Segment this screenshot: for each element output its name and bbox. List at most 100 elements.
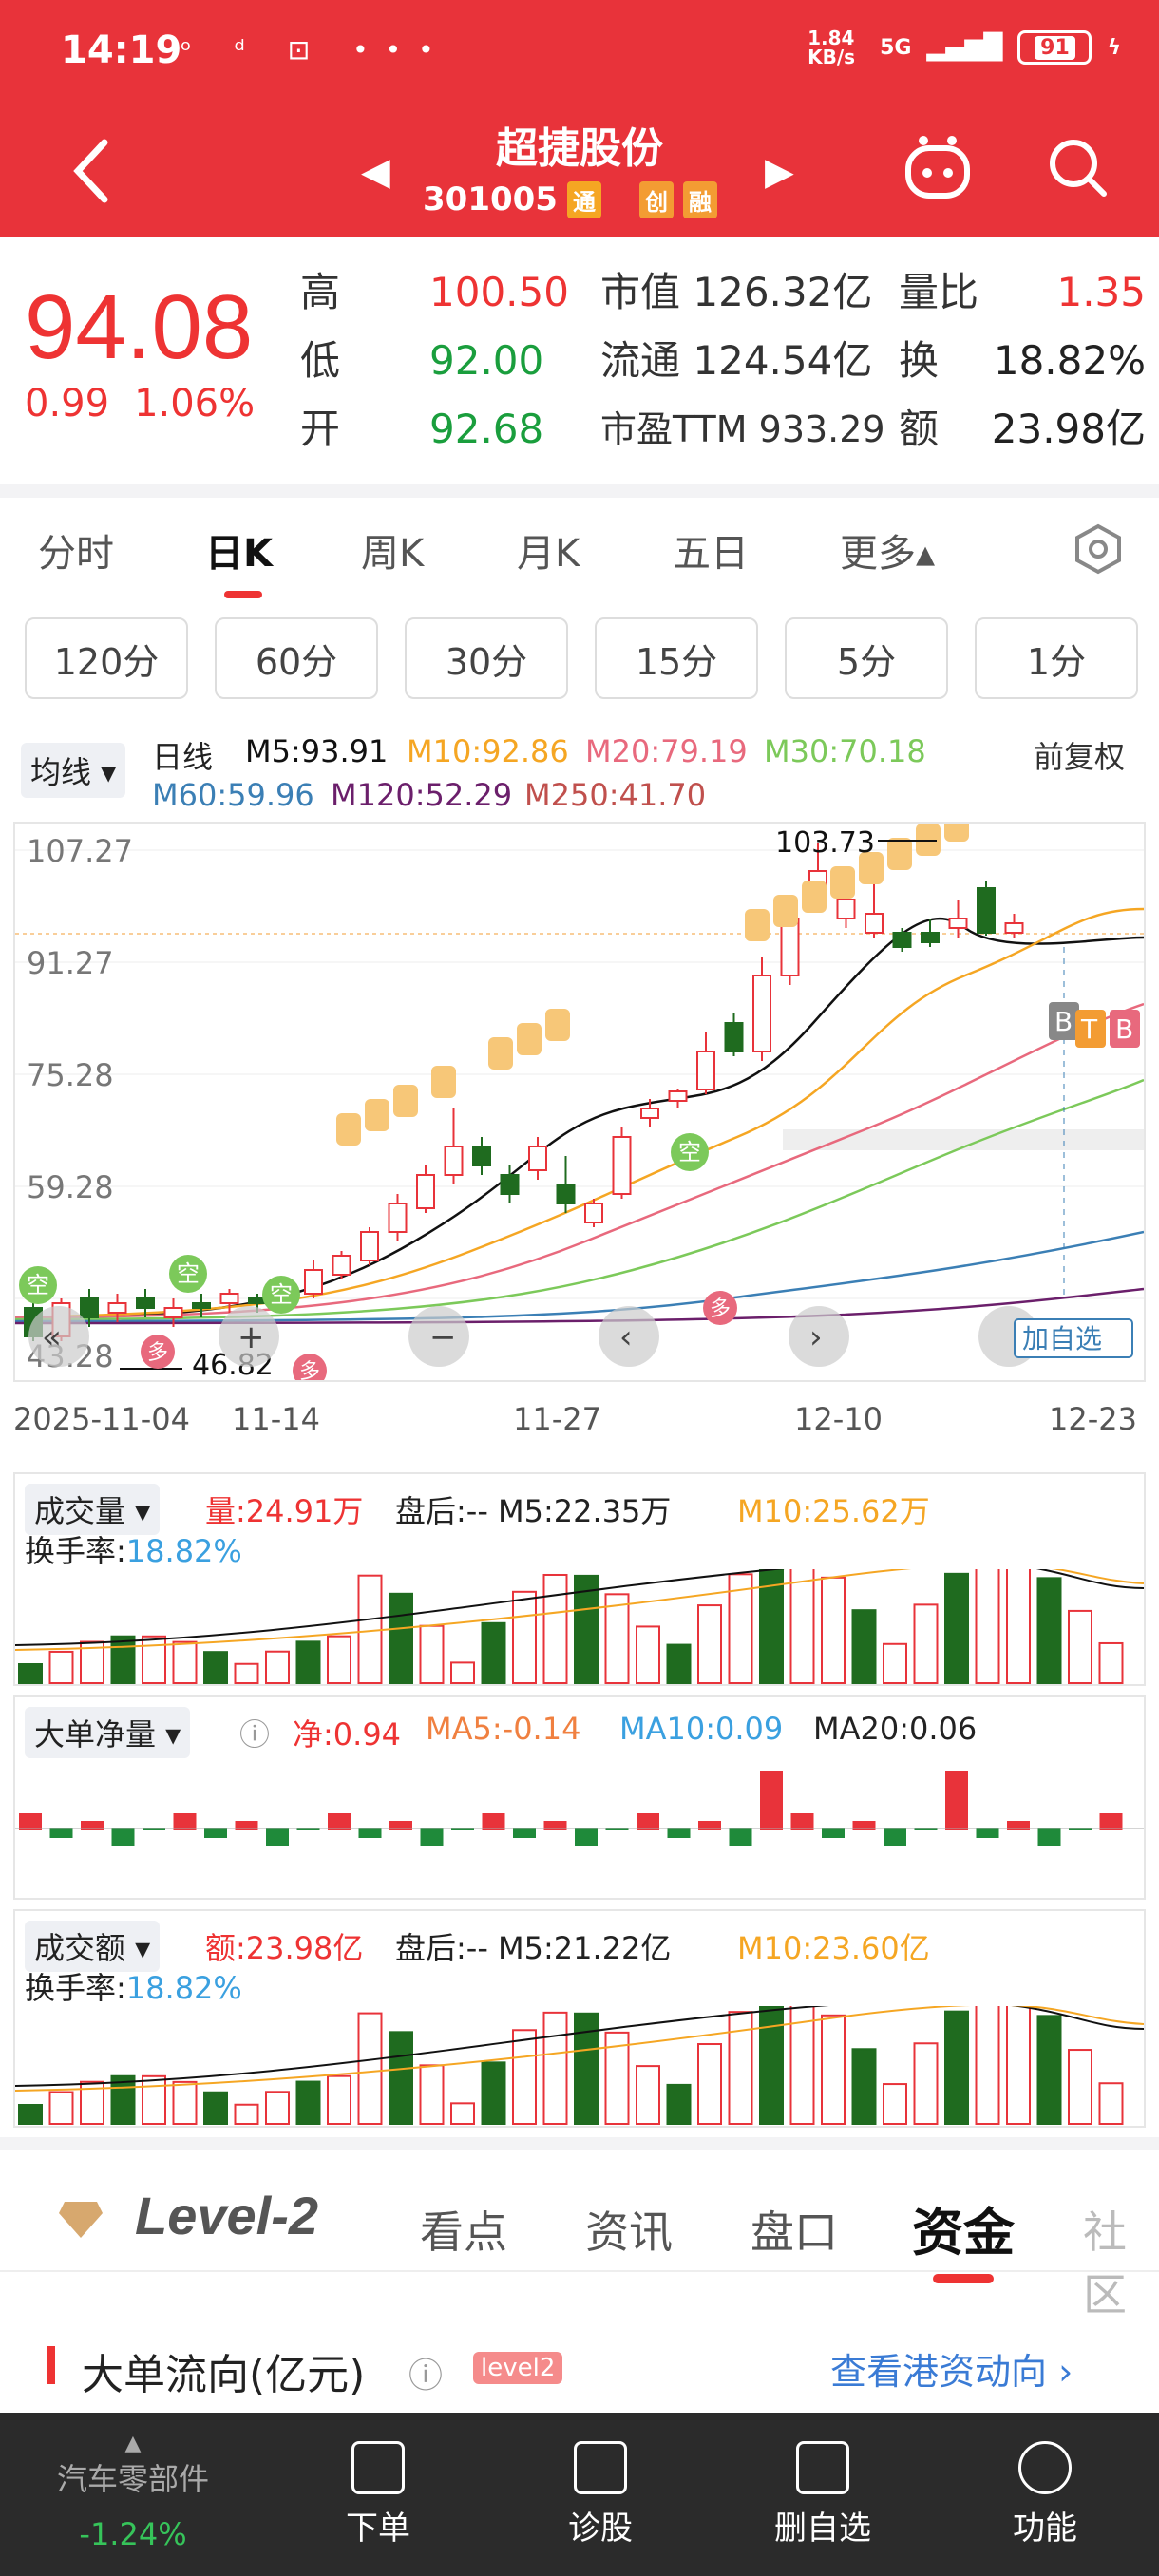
period-60m[interactable]: 60分 <box>215 617 378 699</box>
current-price: 94.08 <box>25 276 254 378</box>
signal-b2-text: B <box>1115 1013 1133 1045</box>
label-open: 开 <box>300 406 341 452</box>
tab-more[interactable]: 更多▴ <box>840 532 936 576</box>
volume-bar <box>697 1604 722 1684</box>
zoom-out-control[interactable] <box>28 1306 89 1367</box>
tab-news[interactable]: 资讯 <box>585 2207 673 2258</box>
volume-bar <box>821 1576 846 1684</box>
level2-badge: level2 <box>473 2352 563 2384</box>
add-watch-button[interactable] <box>1014 1318 1133 1358</box>
period-5m[interactable]: 5分 <box>785 617 948 699</box>
volume-bar <box>1006 2006 1031 2125</box>
tab-level2[interactable]: Level-2 <box>135 2186 318 2245</box>
volume-dropdown[interactable]: 成交量 ▾ <box>25 1484 161 1535</box>
volume-bar <box>636 1625 660 1684</box>
net-bar <box>543 1821 567 1830</box>
help-icon[interactable]: ⓘ <box>239 1716 271 1752</box>
signal-t <box>1075 1010 1106 1048</box>
info-icon[interactable]: ⓘ <box>408 2357 444 2396</box>
count-badge <box>488 1037 513 1070</box>
label-pe: 市盈TTM <box>600 408 748 450</box>
net-bar <box>667 1828 691 1838</box>
function-button[interactable]: 功能 <box>978 2441 1112 2548</box>
period-15m[interactable]: 15分 <box>595 617 758 699</box>
turnover-label: 换手率:18.82% <box>25 1533 242 1569</box>
scroll-left-control[interactable] <box>598 1306 659 1367</box>
volume-bar <box>295 1640 321 1685</box>
amount-dropdown[interactable]: 成交额 ▾ <box>25 1921 161 1972</box>
signal-t-text: T <box>1080 1013 1098 1045</box>
ma-dropdown[interactable]: 均线 ▾ <box>21 743 126 798</box>
section-marker <box>48 2346 55 2384</box>
label-high: 高 <box>300 269 341 315</box>
volume-panel: 成交量 ▾ 量:24.91万 盘后:-- M5:22.35万 M10:25.62… <box>13 1472 1146 1686</box>
diagnose-button[interactable]: 诊股 <box>534 2441 667 2548</box>
next-stock-icon[interactable]: ▶ <box>765 150 794 194</box>
volume-bar <box>975 1569 1000 1685</box>
volume-bar <box>1068 1609 1092 1685</box>
tab-monthly-k[interactable]: 月K <box>517 532 580 576</box>
big-order-dropdown[interactable]: 大单净量 ▾ <box>25 1707 191 1758</box>
zoom-in-control[interactable] <box>218 1306 279 1367</box>
duo-text-2: 多 <box>299 1360 320 1380</box>
hk-flow-link[interactable]: 查看港资动向 › <box>830 2351 1074 2393</box>
value-float: 124.54亿 <box>693 337 873 384</box>
tab-orderbook[interactable]: 盘口 <box>750 2207 838 2258</box>
ma-line <box>14 1078 1145 1321</box>
signal-b-red <box>1110 1010 1140 1048</box>
tab-highlights[interactable]: 看点 <box>420 2207 507 2258</box>
kline-chart[interactable]: 107.27 91.27 75.28 59.28 43.28 103.73 46… <box>13 809 1146 1388</box>
tab-funds[interactable]: 资金 <box>912 2203 1015 2263</box>
volume-bar <box>666 1643 692 1684</box>
adjust-mode[interactable]: 前复权 <box>1034 739 1126 775</box>
count-badge <box>887 838 912 870</box>
volume-bar <box>883 2083 907 2125</box>
candle-body <box>892 932 912 948</box>
net-bar <box>1007 1821 1030 1830</box>
tab-five-day[interactable]: 五日 <box>673 532 749 576</box>
x-tick-1: 11-14 <box>232 1401 320 1437</box>
order-button[interactable]: 下单 <box>312 2441 445 2548</box>
plus-icon: + <box>238 1318 265 1356</box>
volume-bar <box>789 2006 815 2125</box>
period-1m[interactable]: 1分 <box>975 617 1138 699</box>
minus-control[interactable] <box>408 1306 469 1367</box>
volume-bar <box>48 2091 74 2125</box>
count-badge <box>830 866 855 899</box>
candle-body <box>977 887 996 934</box>
period-30m[interactable]: 30分 <box>405 617 568 699</box>
scroll-right-control[interactable] <box>788 1306 849 1367</box>
diagnose-icon <box>574 2441 627 2494</box>
candle-body <box>192 1302 211 1309</box>
volume-bars <box>15 1569 1144 1685</box>
volume-bar <box>975 2006 1000 2125</box>
ma-line <box>14 1230 1145 1323</box>
kong-text-3: 空 <box>270 1281 293 1308</box>
settings-icon[interactable] <box>1072 522 1125 576</box>
remove-watch-button[interactable]: 删自选 <box>756 2441 889 2548</box>
tab-daily-k[interactable]: 日K <box>205 532 273 576</box>
flow-title: 大单流向(亿元) <box>82 2351 366 2399</box>
net-bar <box>266 1828 289 1846</box>
search-icon[interactable] <box>1045 135 1110 199</box>
period-120m[interactable]: 120分 <box>25 617 188 699</box>
tab-community[interactable]: 社区 <box>1083 2207 1127 2320</box>
prev-stock-icon[interactable]: ◀ <box>361 150 390 194</box>
back-icon[interactable] <box>66 133 124 209</box>
ma30-value: M30:70.18 <box>764 733 926 769</box>
volume-bar <box>327 2074 352 2125</box>
sector-indicator[interactable]: ▲ 汽车零部件 -1.24% <box>38 2432 228 2552</box>
amount-after: 盘后:-- M5:21.22亿 <box>395 1930 672 1966</box>
volume-bar <box>1036 2015 1062 2125</box>
count-badge <box>545 1009 570 1041</box>
candle-body <box>696 1051 715 1090</box>
candle-body <box>556 1184 576 1204</box>
tag-chuang: 创 <box>638 180 674 218</box>
value-col-3: 1.35 18.82% 23.98亿 <box>992 258 1146 464</box>
change-percent: 1.06% <box>134 382 256 426</box>
volume-bar <box>1006 1569 1031 1684</box>
tab-weekly-k[interactable]: 周K <box>361 532 425 576</box>
tab-intraday[interactable]: 分时 <box>38 532 114 576</box>
value-mktcap: 126.32亿 <box>693 269 873 315</box>
robot-assistant-icon[interactable] <box>902 133 973 203</box>
